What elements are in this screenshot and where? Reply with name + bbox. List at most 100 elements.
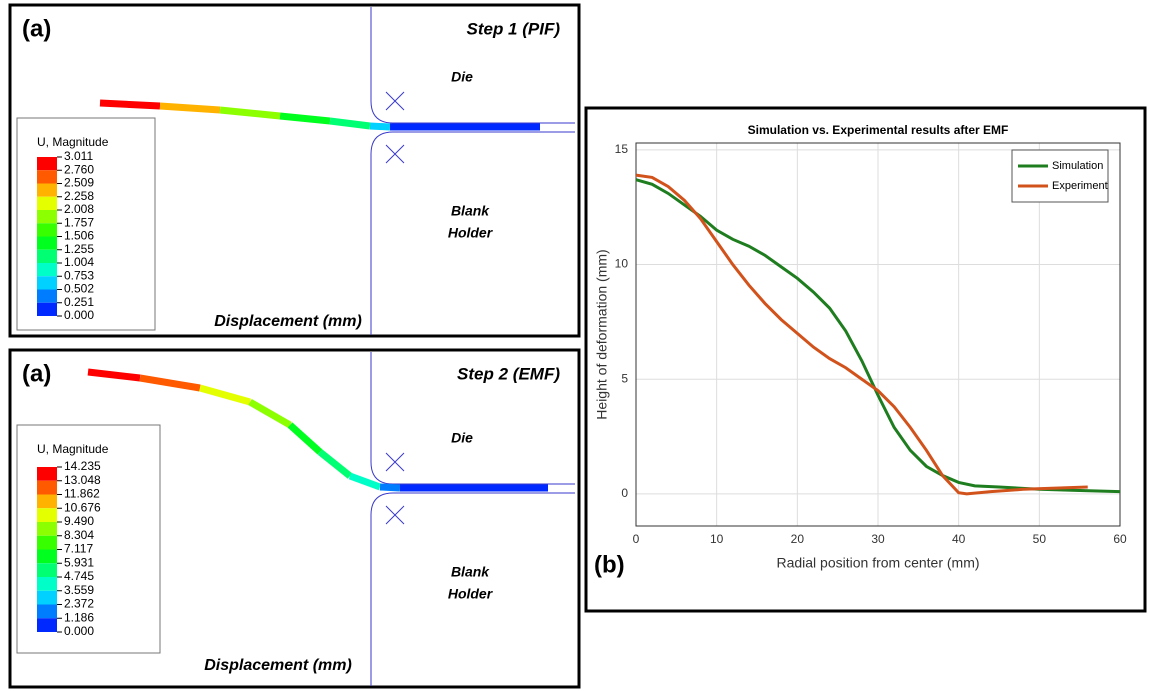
- legend-value: 2.258: [64, 189, 94, 203]
- holder-label: Holder: [448, 225, 494, 241]
- legend-swatch: [37, 481, 57, 495]
- legend-value: 0.502: [64, 282, 94, 296]
- legend-swatch: [37, 618, 57, 632]
- legend-value: 1.004: [64, 255, 94, 269]
- x-tick-label: 30: [871, 532, 885, 546]
- legend-value: 8.304: [64, 528, 94, 542]
- x-axis-label: Radial position from center (mm): [776, 555, 979, 571]
- legend-swatch: [37, 536, 57, 550]
- legend-value: 13.048: [64, 473, 101, 487]
- legend-value: 7.117: [64, 542, 93, 556]
- legend-value: 0.753: [64, 268, 94, 282]
- legend-value: 2.008: [64, 202, 94, 216]
- legend-swatch: [37, 197, 57, 210]
- legend-swatch: [37, 550, 57, 564]
- legend-swatch: [37, 508, 57, 522]
- x-tick-label: 10: [710, 532, 724, 546]
- blank-segment: [330, 121, 370, 126]
- legend-value: 14.235: [64, 459, 101, 473]
- legend-value: 0.000: [64, 624, 94, 638]
- blank-segment: [88, 372, 140, 378]
- legend-swatch: [37, 563, 57, 577]
- legend-value: 2.509: [64, 176, 94, 190]
- legend-value: 2.760: [64, 162, 94, 176]
- holder-label: Blank: [451, 564, 490, 580]
- legend-value: 3.011: [64, 149, 93, 163]
- chart-title: Simulation vs. Experimental results afte…: [748, 123, 1009, 137]
- blank-segment: [380, 487, 400, 488]
- legend-label: Experiment: [1052, 180, 1108, 192]
- blank-segment: [160, 106, 220, 110]
- node-mark: [386, 145, 404, 163]
- blank-segment: [280, 116, 330, 121]
- panel-label: (b): [594, 551, 625, 578]
- legend-box: [1012, 150, 1108, 202]
- axis-label: Displacement (mm): [214, 313, 362, 330]
- figure: (a) Step 1 (PIF) Die Blank Holder U, Magnitud…: [0, 0, 1150, 691]
- legend-value: 5.931: [64, 555, 94, 569]
- node-mark: [386, 92, 404, 110]
- legend-value: 1.186: [64, 610, 94, 624]
- legend-value: 4.745: [64, 569, 94, 583]
- legend-value: 0.000: [64, 308, 94, 322]
- legend-value: 3.559: [64, 583, 94, 597]
- blank-segment: [370, 126, 390, 127]
- legend-swatch: [37, 605, 57, 619]
- legend-swatch: [37, 170, 57, 183]
- legend-swatch: [37, 276, 57, 289]
- blank-segment: [140, 378, 200, 388]
- legend-value: 10.676: [64, 500, 101, 514]
- holder-label: Holder: [448, 586, 494, 602]
- y-axis-label: Height of deformation (mm): [594, 249, 610, 419]
- legend-swatch: [37, 157, 57, 170]
- x-tick-label: 40: [952, 532, 966, 546]
- legend-swatch: [37, 250, 57, 263]
- legend-title: U, Magnitude: [37, 442, 109, 456]
- blank-segment: [290, 425, 320, 452]
- legend-value: 1.255: [64, 242, 94, 256]
- y-tick-label: 15: [615, 142, 629, 156]
- legend-swatch: [37, 591, 57, 605]
- legend-value: 1.757: [64, 215, 94, 229]
- legend-swatch: [37, 263, 57, 276]
- legend-swatch: [37, 303, 57, 316]
- blank-segment: [200, 388, 250, 402]
- legend-swatch: [37, 467, 57, 481]
- legend-swatch: [37, 237, 57, 250]
- legend-value: 2.372: [64, 597, 94, 611]
- blank-segment: [100, 103, 160, 106]
- legend-swatch: [37, 223, 57, 236]
- legend-label: Simulation: [1052, 160, 1103, 172]
- legend-swatch: [37, 210, 57, 223]
- holder-label: Blank: [451, 203, 490, 219]
- blank-segment: [320, 452, 350, 476]
- blank-segment: [220, 110, 280, 116]
- step-title: Step 1 (PIF): [466, 19, 560, 38]
- legend-swatch: [37, 577, 57, 591]
- y-tick-label: 5: [621, 371, 628, 385]
- panel-label: (a): [22, 15, 51, 42]
- x-tick-label: 60: [1113, 532, 1127, 546]
- x-tick-label: 0: [633, 532, 640, 546]
- legend-swatch: [37, 184, 57, 197]
- x-tick-label: 50: [1033, 532, 1047, 546]
- legend-swatch: [37, 522, 57, 536]
- legend-value: 11.862: [64, 487, 100, 501]
- legend-title: U, Magnitude: [37, 135, 109, 149]
- panel-label: (a): [22, 360, 51, 387]
- legend-value: 0.251: [64, 295, 94, 309]
- node-mark: [386, 506, 404, 524]
- step-title: Step 2 (EMF): [457, 364, 560, 383]
- blank-segment: [250, 402, 290, 425]
- y-tick-label: 0: [621, 486, 628, 500]
- die-label: Die: [451, 69, 473, 85]
- die-label: Die: [451, 430, 473, 446]
- legend-value: 9.490: [64, 514, 94, 528]
- axis-label: Displacement (mm): [204, 657, 352, 674]
- y-tick-label: 10: [615, 257, 629, 271]
- x-tick-label: 20: [791, 532, 805, 546]
- legend-value: 1.506: [64, 229, 94, 243]
- legend-swatch: [37, 290, 57, 303]
- legend-swatch: [37, 495, 57, 509]
- node-mark: [386, 453, 404, 471]
